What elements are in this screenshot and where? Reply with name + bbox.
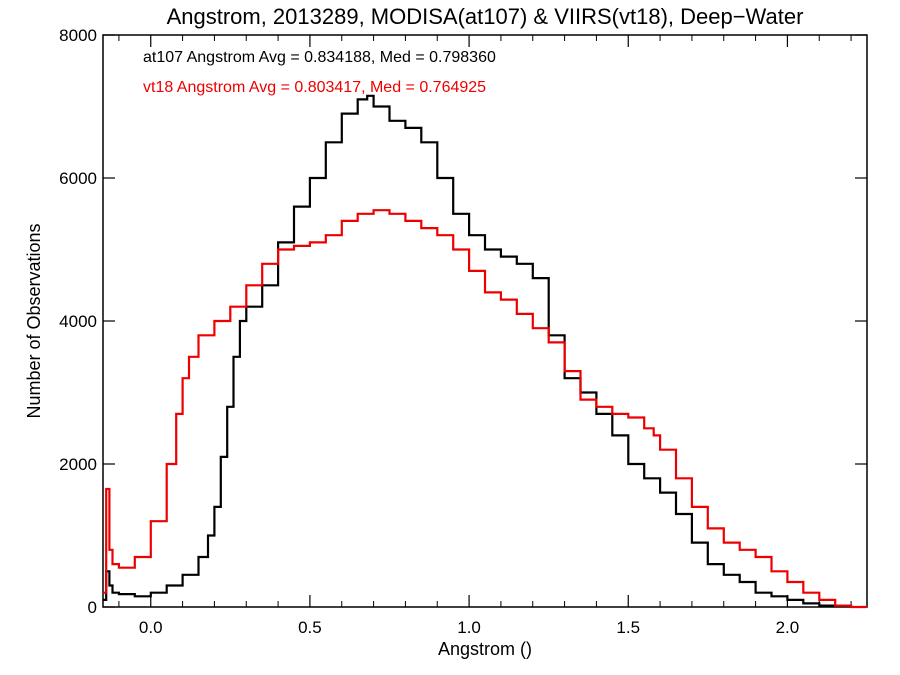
x-tick-label: 2.0 <box>776 618 800 637</box>
y-tick-label: 4000 <box>59 312 97 331</box>
annotation-at107: at107 Angstrom Avg = 0.834188, Med = 0.7… <box>143 49 496 66</box>
x-tick-label: 1.0 <box>457 618 481 637</box>
x-axis: 0.0 0.5 1.0 1.5 2.0 <box>118 35 852 637</box>
y-tick-label: 2000 <box>59 455 97 474</box>
y-axis-label: Number of Observations <box>24 223 44 418</box>
series-line-0 <box>103 94 837 607</box>
y-tick-label: 8000 <box>59 26 97 45</box>
annotation-vt18: vt18 Angstrom Avg = 0.803417, Med = 0.76… <box>143 79 486 96</box>
x-tick-label: 1.5 <box>616 618 640 637</box>
y-axis: 0 2000 4000 6000 8000 <box>59 26 867 617</box>
chart-title: Angstrom, 2013289, MODISA(at107) & VIIRS… <box>167 4 804 29</box>
y-tick-label: 6000 <box>59 169 97 188</box>
x-tick-label: 0.5 <box>298 618 322 637</box>
series-layer <box>103 94 867 609</box>
y-tick-label: 0 <box>88 598 97 617</box>
x-tick-label: 0.0 <box>139 618 163 637</box>
x-axis-label: Angstrom () <box>438 639 532 659</box>
series-line-1 <box>103 209 867 609</box>
